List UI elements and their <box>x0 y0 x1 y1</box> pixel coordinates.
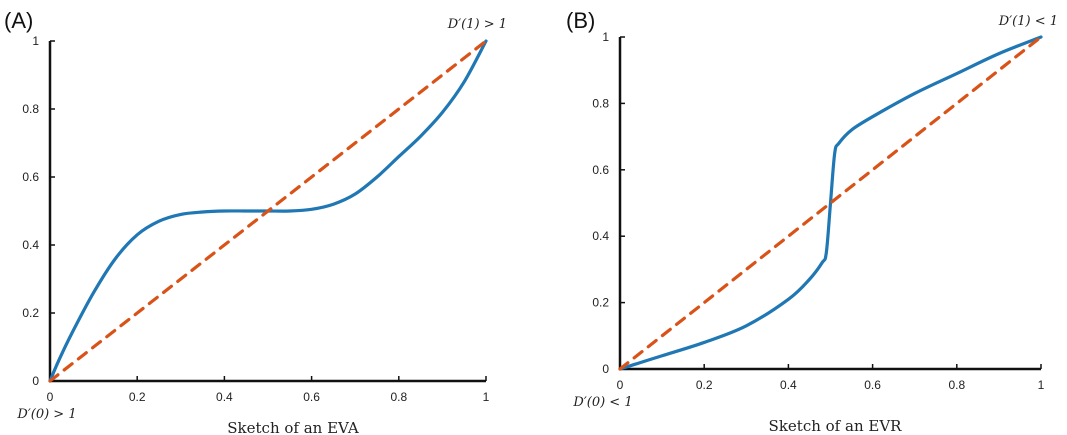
x-tick-label: 0 <box>617 378 624 392</box>
y-tick-label: 0.4 <box>592 229 609 243</box>
x-tick-label: 0.8 <box>390 390 407 404</box>
y-tick-label: 0.4 <box>22 238 39 252</box>
x-axis-label: Sketch of an EVR <box>769 417 903 435</box>
annotation-top-right: D′(1) < 1 <box>998 14 1058 29</box>
diagonal-reference-line <box>618 35 1043 371</box>
x-tick-label: 0.8 <box>948 378 965 392</box>
panel-b: 0 0.2 0.4 0.6 0.8 1 0 0.2 0.4 0.6 0.8 1 (B) D′(1) < 1… <box>566 8 1058 435</box>
x-tick-label: 1 <box>483 390 490 404</box>
y-tick-label: 0.2 <box>22 306 39 320</box>
x-tick-label: 0.6 <box>864 378 881 392</box>
y-tick-label: 0 <box>32 374 39 388</box>
y-tick-label: 1 <box>32 34 39 48</box>
x-tick-label: 0.4 <box>216 390 233 404</box>
annotation-bottom-left: D′(0) < 1 <box>572 395 632 410</box>
x-tick-label: 0.2 <box>129 390 146 404</box>
y-tick-label: 0.6 <box>592 163 609 177</box>
x-tick-label: 0 <box>47 390 54 404</box>
x-tick-label: 0.4 <box>780 378 797 392</box>
y-tick-label: 0.2 <box>592 296 609 310</box>
panel-label: (A) <box>4 8 33 33</box>
y-tick-label: 1 <box>602 30 609 44</box>
annotation-top-right: D′(1) > 1 <box>447 17 507 32</box>
curve-line <box>618 35 1043 371</box>
panel-label: (B) <box>566 8 595 33</box>
y-tick-label: 0.8 <box>22 102 39 116</box>
y-tick-label: 0.6 <box>22 170 39 184</box>
x-tick-label: 1 <box>1038 378 1045 392</box>
curve-line <box>48 39 488 383</box>
y-tick-label: 0 <box>602 362 609 376</box>
annotation-bottom-left: D′(0) > 1 <box>16 407 76 422</box>
panel-a: 0 0.2 0.4 0.6 0.8 100.20.40.60.81(A) D′(1) > 1… <box>4 8 507 435</box>
x-tick-label: 0.6 <box>303 390 320 404</box>
y-tick-label: 0.8 <box>592 96 609 110</box>
x-tick-label: 0.2 <box>696 378 713 392</box>
x-axis-label: Sketch of an EVA <box>227 419 359 435</box>
diagonal-reference-line <box>48 39 488 383</box>
